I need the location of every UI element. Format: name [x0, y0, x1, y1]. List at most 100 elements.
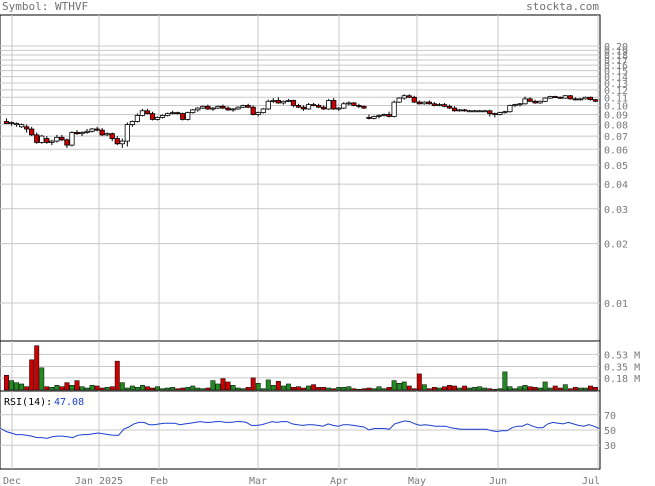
volume-bar: [29, 359, 35, 391]
candle-body: [456, 109, 463, 112]
volume-bar: [175, 388, 181, 391]
volume-bar: [452, 385, 457, 391]
candle-body: [225, 107, 231, 111]
volume-bar: [165, 387, 171, 391]
volume-bar: [421, 384, 427, 391]
volume-bar: [582, 387, 588, 391]
price-tick-label: 0.05: [604, 161, 628, 172]
candle-body: [104, 133, 110, 136]
candle-body: [89, 128, 95, 132]
volume-bar: [160, 388, 166, 391]
site-label[interactable]: stockta.com: [526, 0, 599, 13]
volume-bar: [109, 386, 115, 391]
volume-bar: [225, 381, 231, 391]
candle-body: [517, 103, 523, 106]
candle-body: [285, 100, 292, 102]
volume-bar: [124, 387, 130, 391]
volume-bar: [462, 385, 468, 391]
volume-bar: [497, 388, 503, 391]
candle-body: [331, 100, 337, 110]
volume-bar: [567, 388, 573, 391]
candle-body: [230, 108, 236, 111]
volume-bar: [195, 387, 201, 391]
candle-body: [215, 105, 221, 109]
candle-body: [351, 102, 357, 106]
volume-bar: [431, 387, 437, 391]
volume-bar: [134, 387, 140, 391]
volume-bar: [230, 385, 236, 391]
volume-bar: [145, 386, 150, 391]
volume-bar: [170, 387, 176, 391]
volume-bar: [587, 385, 593, 391]
candle-body: [547, 96, 553, 99]
volume-bar: [89, 385, 95, 391]
volume-bar: [537, 387, 543, 391]
price-tick-label: 0.07: [604, 132, 628, 143]
candle-body: [59, 136, 65, 141]
candle-body: [154, 117, 161, 120]
price-tick-label: 0.20: [604, 42, 628, 53]
candle-body: [386, 114, 392, 117]
candle-body: [94, 128, 100, 131]
candle-body: [532, 100, 538, 104]
candle-body: [381, 114, 387, 116]
volume-bar: [457, 387, 463, 391]
x-axis-label: Jun: [489, 476, 507, 486]
volume-tick-label: 0.35 M: [604, 363, 640, 374]
candle-body: [13, 123, 20, 126]
candle-body: [572, 98, 578, 101]
volume-bar: [205, 387, 211, 391]
candle-body: [180, 113, 186, 120]
x-axis-label: Mar: [249, 476, 267, 486]
volume-bar: [562, 384, 568, 391]
volume-bar: [285, 383, 291, 391]
volume-axis: 0.53 M 0.35 M0.18 M: [604, 350, 640, 385]
candle-body: [582, 96, 589, 100]
candle-body: [507, 105, 513, 113]
volume-bar: [477, 386, 483, 391]
volume-bar: [200, 388, 206, 391]
volume-bar: [260, 388, 266, 391]
price-tick-label: 0.01: [604, 299, 628, 310]
candle-body: [411, 96, 417, 103]
candle-body: [200, 105, 206, 109]
candle-body: [260, 108, 266, 114]
volume-bar: [502, 371, 508, 391]
volume-bar: [341, 387, 347, 391]
candle-body: [159, 115, 166, 118]
price-tick-label: 0.15: [604, 67, 628, 78]
volume-bar: [366, 387, 372, 391]
volume-bar: [245, 387, 251, 391]
volume-bar: [104, 387, 110, 391]
volume-bar: [296, 386, 301, 391]
price-panel-frame: [0, 14, 601, 342]
volume-bar: [507, 386, 513, 391]
candle-body: [416, 101, 422, 105]
candle-body: [119, 140, 125, 145]
volume-bars: [4, 345, 598, 391]
candle-body: [527, 98, 533, 102]
volume-bar: [19, 383, 25, 391]
candle-body: [542, 97, 548, 102]
price-tick-label: 0.13: [604, 79, 628, 90]
candle-body: [336, 107, 342, 110]
volume-bar: [54, 385, 60, 391]
candle-body: [8, 122, 15, 124]
x-axis-label: May: [408, 476, 426, 486]
candle-body: [190, 109, 196, 114]
candle-body: [235, 106, 241, 110]
volume-bar: [69, 385, 75, 391]
volume-bar: [406, 385, 412, 391]
candle-body: [502, 111, 508, 114]
candle-body: [44, 138, 50, 143]
volume-bar: [180, 387, 186, 391]
volume-bar: [351, 388, 357, 391]
candle-body: [205, 105, 211, 110]
price-tick-label: 0.18: [604, 51, 628, 62]
volume-bar: [391, 380, 397, 391]
volume-bar: [487, 388, 493, 391]
volume-bar: [94, 385, 100, 391]
candle-body: [371, 116, 377, 119]
volume-bar: [557, 387, 563, 391]
candle-body: [245, 105, 251, 108]
